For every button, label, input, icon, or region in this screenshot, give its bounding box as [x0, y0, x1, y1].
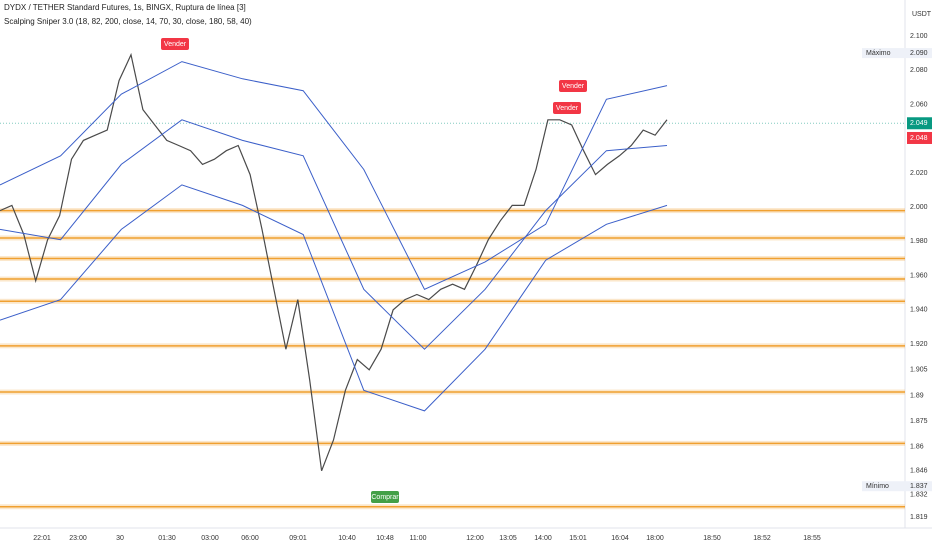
band-line	[0, 184, 668, 412]
marker-value: 1.837	[910, 483, 928, 490]
y-tick-label: 1.905	[910, 367, 928, 374]
y-tick-label: 2.100	[910, 33, 928, 40]
x-tick-label: 10:40	[338, 535, 356, 542]
y-tick-label: 2.080	[910, 67, 928, 74]
x-tick-label: 18:55	[803, 535, 821, 542]
y-tick-label: 1.875	[910, 418, 928, 425]
price-label-bg	[907, 131, 932, 144]
x-tick-label: 12:00	[466, 535, 484, 542]
signal-badge	[371, 491, 399, 503]
x-tick-label: 14:00	[534, 535, 552, 542]
signal-badge	[559, 80, 587, 92]
x-tick-label: 30	[116, 535, 124, 542]
signal-label: Vender	[562, 83, 585, 90]
x-tick-label: 01:30	[158, 535, 176, 542]
x-tick-label: 13:05	[499, 535, 517, 542]
marker-label: Mínimo	[866, 483, 889, 490]
signal-badge	[161, 38, 189, 50]
price-line-series	[0, 52, 668, 472]
y-tick-label: 2.020	[910, 170, 928, 177]
x-tick-label: 23:00	[69, 535, 87, 542]
marker-bg	[862, 481, 932, 492]
marker-bg	[862, 48, 932, 59]
currency-label: USDT	[912, 11, 932, 18]
y-tick-label: 1.819	[910, 514, 928, 521]
x-tick-label: 10:48	[376, 535, 394, 542]
marker-label: Máximo	[866, 50, 891, 57]
x-tick-label: 15:01	[569, 535, 587, 542]
y-tick-label: 2.060	[910, 101, 928, 108]
y-tick-label: 2.000	[910, 204, 928, 211]
y-tick-label: 1.920	[910, 341, 928, 348]
x-tick-label: 22:01	[33, 535, 51, 542]
y-tick-label: 1.980	[910, 238, 928, 245]
y-tick-label: 1.86	[910, 444, 924, 451]
y-tick-label: 1.832	[910, 492, 928, 499]
y-tick-label: 1.89	[910, 392, 924, 399]
x-tick-label: 09:01	[289, 535, 307, 542]
chart-subtitle: Scalping Sniper 3.0 (18, 82, 200, close,…	[4, 17, 252, 26]
x-tick-label: 03:00	[201, 535, 219, 542]
price-label-bg	[907, 117, 932, 130]
band-line	[0, 61, 668, 290]
chart-title: DYDX / TETHER Standard Futures, 1s, BING…	[4, 3, 246, 12]
signal-label: Comprar	[371, 494, 399, 501]
signal-label: Vender	[556, 105, 579, 112]
x-tick-label: 16:04	[611, 535, 629, 542]
marker-value: 2.090	[910, 50, 928, 57]
x-tick-label: 18:00	[646, 535, 664, 542]
x-tick-label: 18:50	[703, 535, 721, 542]
y-tick-label: 1.846	[910, 468, 928, 475]
x-tick-label: 06:00	[241, 535, 259, 542]
price-label: 2.049	[910, 120, 928, 127]
band-line	[0, 119, 668, 350]
signal-label: Vender	[164, 41, 187, 48]
x-tick-label: 11:00	[410, 535, 427, 542]
y-tick-label: 1.960	[910, 272, 928, 279]
x-tick-label: 18:52	[753, 535, 771, 542]
y-tick-label: 1.940	[910, 307, 928, 314]
signal-badge	[553, 102, 581, 114]
price-label: 2.048	[910, 135, 928, 142]
